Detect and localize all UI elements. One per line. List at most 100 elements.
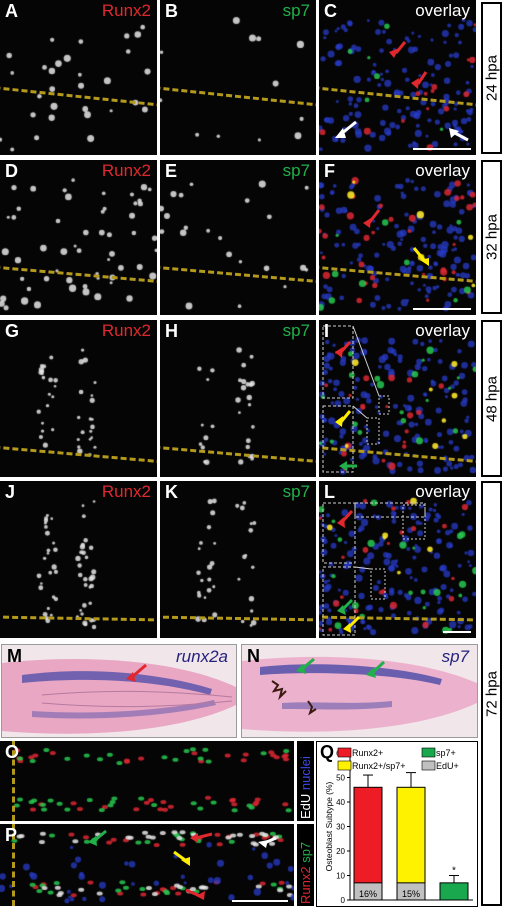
timepoint-label: 24 hpa — [483, 55, 500, 101]
inset-frame — [322, 502, 356, 564]
micrograph — [319, 160, 476, 315]
panel-letter: B — [165, 1, 178, 21]
legend-swatch — [421, 760, 436, 771]
panel-d-runx2: D Runx2 — [0, 160, 157, 315]
inset-frame — [322, 566, 356, 636]
red-arrow — [394, 41, 407, 54]
panel-k-sp7: K sp7 — [160, 481, 316, 638]
y-tick-label: 40 — [336, 798, 345, 807]
y-tick-label: 0 — [341, 896, 346, 905]
gene-label: runx2a — [176, 647, 228, 666]
panel-letter: L — [324, 482, 335, 502]
arrows — [363, 209, 429, 266]
y-tick-label: 10 — [336, 872, 345, 881]
y-tick-label: 50 — [336, 774, 345, 783]
panel-letter: M — [7, 646, 22, 666]
panel-p-edu-overlay: P — [0, 824, 294, 906]
timepoint-box: 32 hpa — [481, 160, 502, 314]
micrograph — [160, 481, 316, 638]
inset-link — [352, 405, 368, 419]
panel-letter: C — [324, 1, 337, 21]
red-arrow — [340, 509, 354, 524]
panel-letter: I — [324, 321, 330, 341]
inset-source-box — [402, 504, 426, 540]
yellow-arrow — [412, 247, 426, 261]
panel-c-overlay: C overlay — [319, 0, 476, 155]
runx2-sp7-legend-bar: Runx2 sp7 — [297, 824, 314, 906]
green-arrow — [340, 598, 354, 612]
green-arrow — [339, 461, 347, 471]
edu-nuclei-legend: EdU nuclei — [298, 756, 313, 819]
bar — [353, 786, 383, 901]
red-arrow — [363, 218, 371, 228]
channel-label: Runx2 — [101, 161, 151, 180]
panel-letter: G — [5, 321, 20, 341]
gene-label: sp7 — [441, 647, 469, 666]
inset-source-box — [354, 502, 426, 518]
legend-runx2: Runx2 — [298, 866, 313, 904]
panel-letter: Q — [320, 742, 335, 762]
yellow-arrow — [335, 416, 343, 427]
inset-link — [354, 566, 372, 570]
inset-source-box — [366, 417, 380, 445]
micrograph — [160, 160, 316, 315]
legend-swatch — [421, 747, 436, 758]
white-arrow — [340, 120, 357, 136]
yellow-arrow — [339, 410, 352, 423]
channel-label: sp7 — [282, 1, 310, 20]
edu-nuclei-legend-bar: EdU nuclei — [297, 741, 314, 821]
scale-bar — [443, 631, 471, 633]
channel-label: overlay — [415, 1, 470, 20]
arrows — [88, 829, 277, 900]
panel-letter: D — [5, 161, 18, 181]
y-tick-label: 20 — [336, 847, 345, 856]
panel-letter: E — [165, 161, 178, 181]
legend-swatch — [337, 747, 352, 758]
panel-f-overlay: F overlay — [319, 160, 476, 315]
legend-sp7: sp7 — [298, 841, 313, 867]
timepoint-box: 48 hpa — [481, 320, 502, 477]
red-arrow — [416, 71, 428, 85]
panel-letter: P — [5, 825, 18, 845]
red-arrow — [195, 832, 213, 840]
panel-j-runx2: J Runx2 — [0, 481, 157, 638]
panel-l-overlay: L overlay — [319, 481, 476, 638]
runx2-sp7-legend: Runx2 sp7 — [298, 842, 313, 904]
pigment — [271, 680, 317, 716]
runx2a-stain — [32, 700, 216, 719]
yellow-arrow — [173, 850, 186, 862]
scale-bar — [413, 308, 471, 310]
channel-label: sp7 — [282, 161, 310, 180]
legend-edu: EdU — [298, 793, 313, 819]
edu-subbar — [353, 882, 383, 901]
insets-and-arrows — [322, 325, 390, 473]
panel-letter: H — [165, 321, 178, 341]
y-axis-label: Osteoblast Subtype (%) — [324, 781, 334, 871]
red-arrow — [367, 209, 381, 224]
panel-a-runx2: A Runx2 — [0, 0, 157, 155]
white-arrow — [261, 836, 277, 846]
panel-letter: J — [5, 482, 16, 502]
green-arrow — [93, 829, 107, 843]
micrograph — [319, 481, 476, 638]
inset-link — [352, 325, 380, 397]
green-arrow — [370, 660, 386, 675]
edu-subbar — [396, 882, 426, 901]
inset-frame — [322, 325, 354, 399]
inset-source-box — [378, 395, 390, 415]
bar — [439, 882, 469, 901]
osteoblast-subtype-chart: 0102030405060Osteoblast Subtype (%)16%15… — [324, 747, 473, 905]
panel-g-runx2: G Runx2 — [0, 320, 157, 477]
timepoint-label: 72 hpa — [483, 670, 500, 717]
micrograph — [0, 160, 157, 315]
channel-label: sp7 — [282, 482, 310, 501]
micrograph — [160, 320, 316, 477]
panel-letter: N — [247, 646, 260, 666]
timepoint-box: 24 hpa — [481, 2, 502, 154]
micrograph — [0, 741, 294, 821]
inset-source-box — [370, 568, 386, 600]
panel-letter: O — [5, 742, 20, 762]
panel-letter: K — [165, 482, 178, 502]
red-arrow — [131, 663, 147, 679]
timepoint-label: 48 hpa — [483, 375, 500, 422]
